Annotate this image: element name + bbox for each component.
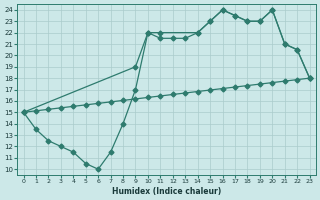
X-axis label: Humidex (Indice chaleur): Humidex (Indice chaleur)	[112, 187, 221, 196]
